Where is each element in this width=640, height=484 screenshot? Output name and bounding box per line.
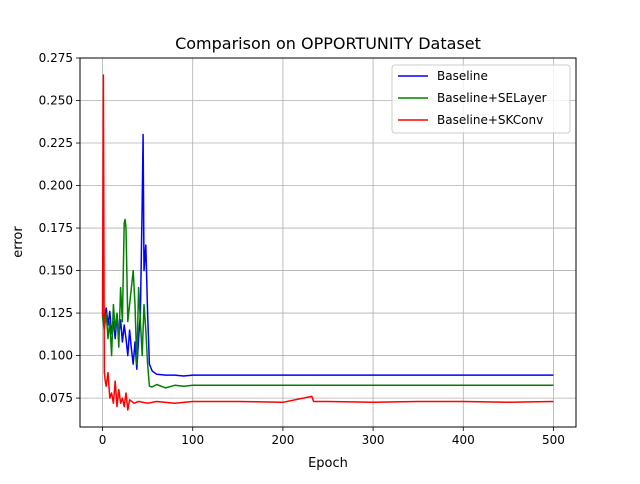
series-line-0 <box>101 133 554 377</box>
y-tick-label: 0.075 <box>39 391 73 405</box>
y-axis-label: error <box>11 226 26 258</box>
legend-label-1: Baseline+SELayer <box>437 91 547 105</box>
x-tick-label: 400 <box>452 433 475 447</box>
x-tick-label: 200 <box>271 433 294 447</box>
y-tick-label: 0.250 <box>39 94 73 108</box>
x-axis: 0 100 200 300 400 500 <box>99 427 565 447</box>
series-layer <box>101 74 554 411</box>
y-tick-label: 0.125 <box>39 306 73 320</box>
x-tick-label: 0 <box>99 433 107 447</box>
series-line-1 <box>101 218 554 389</box>
plot-frame <box>79 57 577 428</box>
x-tick-label: 300 <box>362 433 385 447</box>
series-line-2 <box>101 74 554 411</box>
y-tick-label: 0.200 <box>39 179 73 193</box>
legend-box <box>391 64 571 134</box>
y-axis: 0.075 0.100 0.125 0.150 0.175 0.200 0.225 0.250… <box>39 51 80 405</box>
legend-label-2: Baseline+SKConv <box>437 113 543 127</box>
x-tick-label: 500 <box>542 433 565 447</box>
x-tick-label: 100 <box>181 433 204 447</box>
legend-label-0: Baseline <box>437 69 488 83</box>
chart-title: Comparison on OPPORTUNITY Dataset <box>175 34 481 53</box>
legend: Baseline Baseline+SELayer Baseline+SKConv <box>391 64 571 134</box>
y-tick-label: 0.100 <box>39 349 73 363</box>
y-tick-label: 0.175 <box>39 221 73 235</box>
x-axis-label: Epoch <box>308 456 348 471</box>
y-tick-label: 0.275 <box>39 51 73 65</box>
y-tick-label: 0.225 <box>39 136 73 150</box>
y-tick-label: 0.150 <box>39 264 73 278</box>
